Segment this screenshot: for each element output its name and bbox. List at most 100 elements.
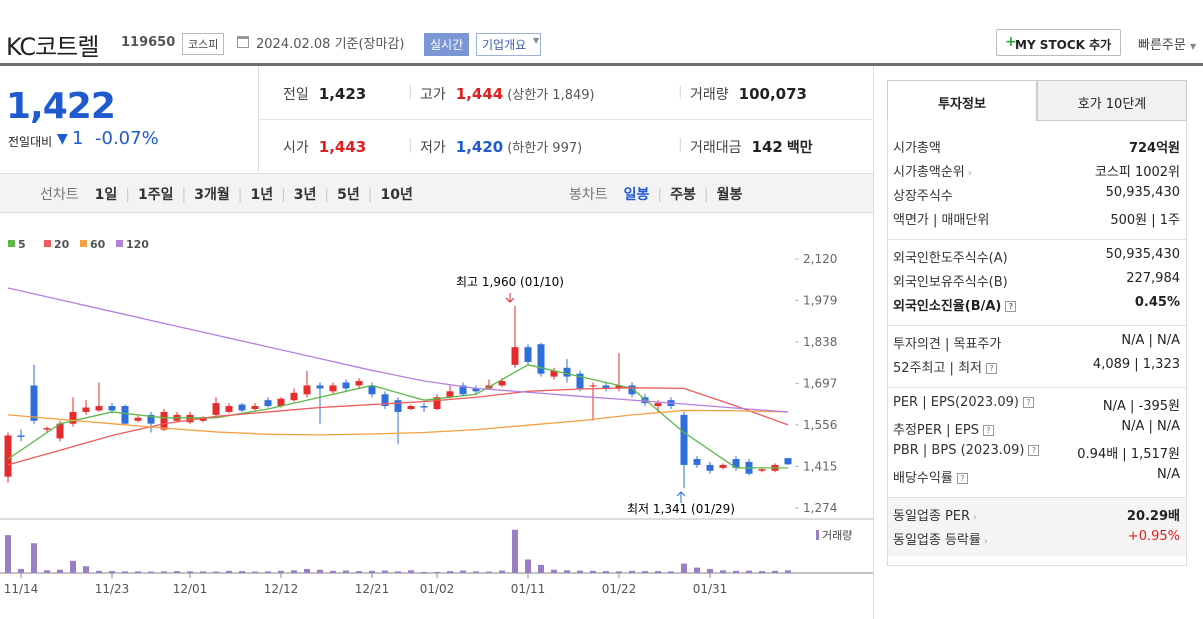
moving-average bbox=[7, 364, 788, 469]
quote-item: 전일 1,423 bbox=[283, 84, 366, 104]
annotation-arrow bbox=[676, 491, 686, 503]
separator: | bbox=[408, 137, 413, 153]
toolbar bbox=[0, 173, 873, 213]
candle-body bbox=[654, 403, 662, 407]
quote-value: 142 bbox=[751, 138, 783, 156]
volume-bar bbox=[447, 571, 453, 573]
volume-bar bbox=[785, 570, 791, 573]
candle-body bbox=[147, 414, 155, 424]
volume-bar bbox=[187, 571, 193, 573]
help-icon: ? bbox=[956, 473, 968, 484]
separator: | bbox=[125, 187, 130, 203]
moving-average bbox=[7, 287, 789, 413]
quick-order-label: 빠른주문 bbox=[1138, 38, 1186, 53]
separator: | bbox=[237, 187, 243, 203]
info-row: 동일업종 등락률 › +0.95% bbox=[893, 529, 1180, 548]
stock-code: 119650 bbox=[121, 35, 176, 50]
candle-body bbox=[550, 370, 558, 377]
period-button[interactable]: 5년 bbox=[337, 187, 360, 203]
volume-bar bbox=[174, 571, 180, 573]
info-value: 20.29배 bbox=[1126, 509, 1180, 524]
volume-bar bbox=[278, 570, 284, 573]
candle-body bbox=[368, 385, 376, 395]
volume-bar bbox=[343, 570, 349, 573]
legend-swatch bbox=[44, 240, 51, 247]
y-tick-label: 2,120 bbox=[803, 252, 837, 266]
button-label: MY STOCK 추가 bbox=[1015, 38, 1112, 52]
volume-bar bbox=[590, 570, 596, 573]
separator: | bbox=[181, 187, 187, 203]
legend-swatch bbox=[80, 240, 87, 247]
candle-body bbox=[69, 411, 77, 424]
legend-label: 20 bbox=[54, 238, 70, 251]
candle-body bbox=[264, 400, 272, 407]
info-value: 724억원 bbox=[1128, 141, 1180, 156]
period-button[interactable]: 1주일 bbox=[137, 187, 174, 203]
info-label-text: 외국인한도주식수(A) bbox=[893, 251, 1008, 266]
x-tick-label: 01/31 bbox=[693, 582, 728, 596]
info-value: 코스피 1002위 bbox=[1094, 165, 1180, 180]
info-row: PBR | BPS (2023.09)? 0.94배 | 1,517원 bbox=[893, 443, 1180, 462]
period-button[interactable]: 월봉 bbox=[716, 187, 743, 203]
market-badge: 코스피 bbox=[182, 33, 225, 55]
quick-order[interactable]: 빠른주문 ▼ bbox=[1138, 38, 1197, 53]
candle-periods: 봉차트 일봉 | 주봉 | 월봉 bbox=[569, 184, 742, 204]
plus-icon: + bbox=[1005, 34, 1017, 50]
period-button[interactable]: 1일 bbox=[94, 187, 118, 203]
period-button[interactable]: 3개월 bbox=[194, 187, 230, 203]
company-badge[interactable]: 기업개요 bbox=[476, 33, 542, 56]
volume-bar bbox=[317, 569, 323, 573]
x-tick-label: 11/23 bbox=[95, 582, 130, 596]
candle-body bbox=[121, 406, 129, 424]
volume-bar bbox=[629, 570, 635, 573]
volume-bar bbox=[291, 570, 297, 573]
realtime-badge[interactable]: 실시간 bbox=[424, 33, 470, 56]
period-button[interactable]: 주봉 bbox=[670, 187, 696, 203]
stock-name: KC코트렐 bbox=[6, 33, 99, 61]
volume-bar bbox=[499, 570, 505, 573]
tab[interactable]: 투자정보 bbox=[887, 80, 1037, 121]
quote-value: 1,443 bbox=[318, 138, 367, 156]
legend-label: 120 bbox=[126, 238, 149, 251]
period-button[interactable]: 10년 bbox=[380, 187, 413, 203]
period-button[interactable]: 3년 bbox=[293, 187, 317, 203]
tab[interactable]: 호가 10단계 bbox=[1037, 80, 1187, 121]
info-label-text: 외국인보유주식수(B) bbox=[893, 275, 1008, 290]
quote-value: 1,444 bbox=[455, 85, 504, 103]
quote-note: (상한가 1,849) bbox=[507, 88, 595, 103]
candle-body bbox=[251, 406, 259, 409]
candle-body bbox=[719, 464, 727, 468]
volume-bar bbox=[720, 570, 726, 573]
candle-body bbox=[628, 385, 636, 395]
current-price: 1,422 bbox=[6, 86, 116, 127]
toolbar-label: 선차트 bbox=[40, 187, 79, 203]
volume-bar bbox=[213, 571, 219, 573]
info-value: 4,089 | 1,323 bbox=[1092, 357, 1180, 372]
info-label: 시가총액 bbox=[893, 137, 941, 156]
quote-item: | 저가 1,420 (하한가 997) bbox=[408, 137, 582, 157]
volume-bar bbox=[772, 570, 778, 573]
help-icon: ? bbox=[1022, 397, 1034, 408]
volume-bar bbox=[694, 567, 700, 573]
my-stock-button[interactable]: + MY STOCK 추가 bbox=[996, 29, 1121, 56]
moving-average bbox=[7, 409, 789, 436]
candle-body bbox=[784, 458, 792, 465]
volume-bar bbox=[603, 571, 609, 573]
candle-body bbox=[355, 381, 363, 386]
candle-body bbox=[225, 406, 233, 412]
period-button[interactable]: 1년 bbox=[250, 187, 274, 203]
change-label: 전일대비 bbox=[8, 135, 53, 149]
info-label: 외국인보유주식수(B) bbox=[893, 271, 1008, 290]
x-tick-label: 12/12 bbox=[264, 582, 299, 596]
period-button[interactable]: 일봉 bbox=[623, 187, 650, 203]
separator: | bbox=[678, 84, 683, 100]
volume-bar bbox=[668, 571, 674, 573]
info-value: 50,935,430 bbox=[1105, 247, 1180, 262]
info-label-text: 동일업종 PER bbox=[893, 509, 971, 524]
separator: | bbox=[678, 137, 683, 153]
info-value: N/A | N/A bbox=[1121, 333, 1180, 348]
candle-body bbox=[537, 344, 545, 374]
annotation-low: 최저 1,341 (01/29) bbox=[627, 502, 735, 516]
candle-body bbox=[459, 385, 467, 395]
